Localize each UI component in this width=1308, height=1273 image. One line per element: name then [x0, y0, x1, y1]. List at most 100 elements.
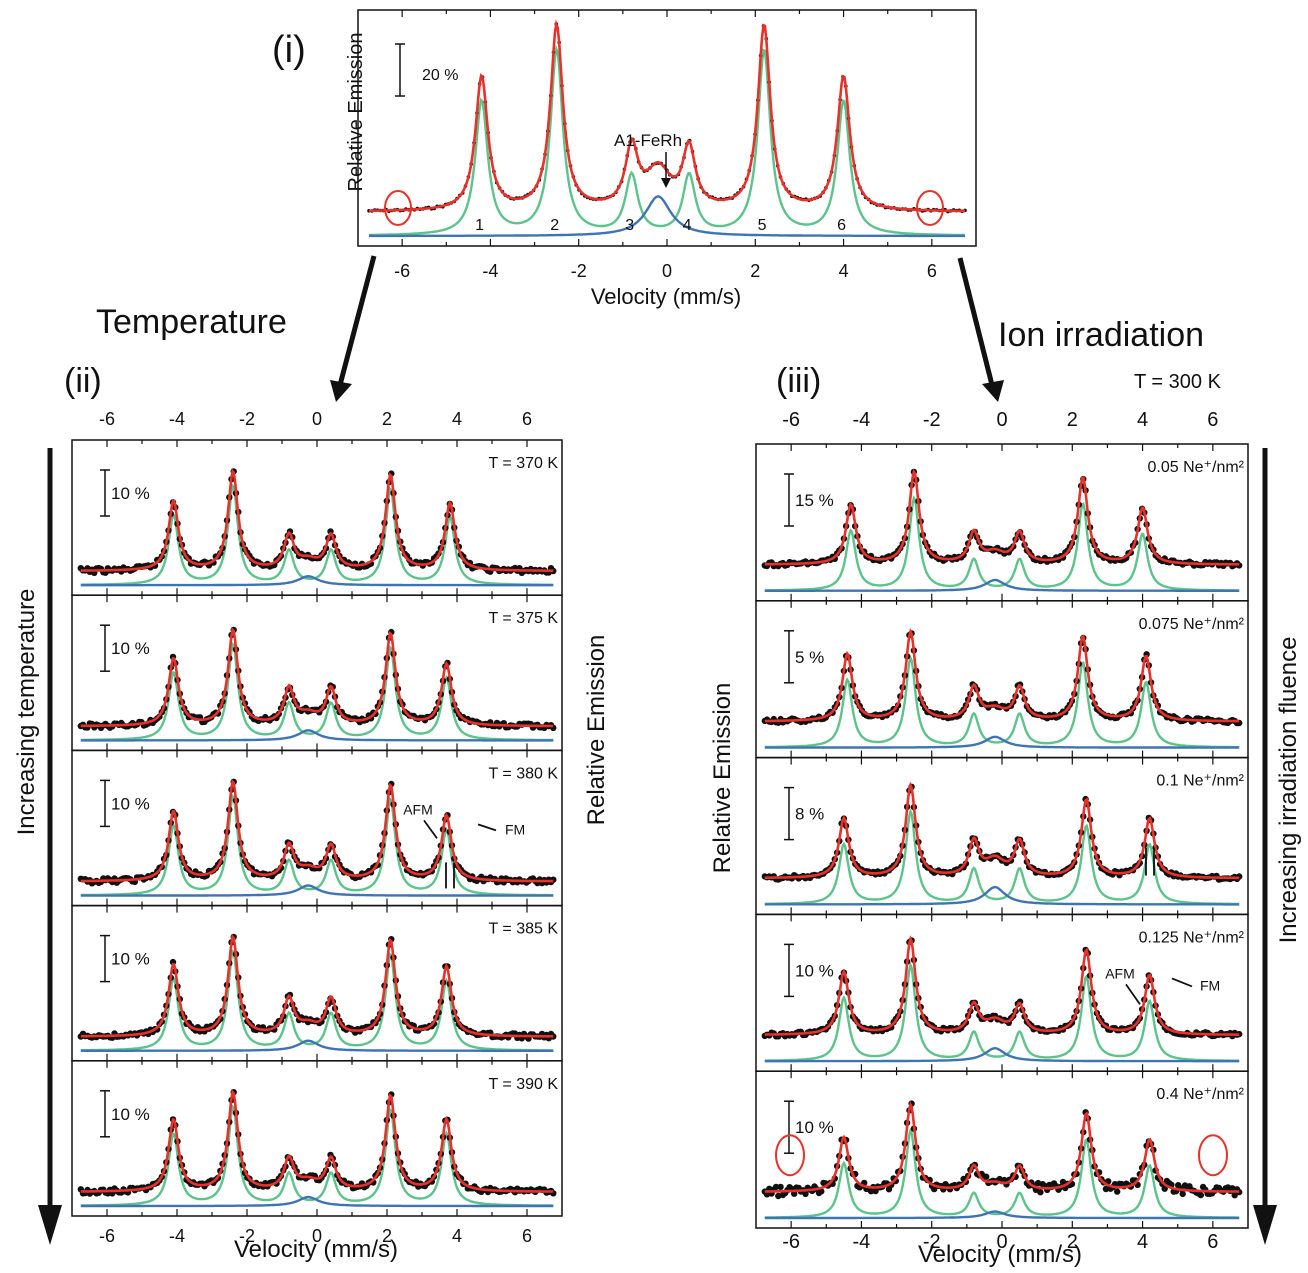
highlight-circle — [1198, 1134, 1228, 1177]
x-tick-label: -6 — [99, 1226, 115, 1246]
fit-line — [764, 628, 1240, 723]
fluence-subplot: 0.075 Ne⁺/nm² 5 % — [755, 600, 1249, 759]
fit-line — [80, 1089, 554, 1193]
x-tick-label: -4 — [169, 1226, 185, 1246]
panel-iii-label: (iii) — [776, 362, 821, 400]
x-tick-label: 4 — [1137, 1231, 1148, 1253]
x-tick-label: 6 — [522, 1226, 532, 1246]
x-tick-label: -6 — [782, 409, 800, 431]
temperature-label: T = 375 K — [488, 610, 558, 627]
highlight-circle — [775, 1134, 805, 1177]
panel-iii-ylabel: Relative Emission — [709, 683, 736, 874]
highlight-circle — [384, 190, 412, 226]
fit-line — [764, 468, 1240, 566]
x-tick-label: -2 — [923, 409, 941, 431]
x-tick-label: -6 — [782, 1231, 800, 1253]
afm-arrow — [1125, 983, 1141, 1005]
peak-number-label: 2 — [550, 217, 559, 234]
panel-ii-label: (ii) — [64, 362, 102, 400]
scale-bar-label: 5 % — [795, 648, 824, 667]
sextet-subspectrum-line — [764, 654, 1240, 749]
singlet-subspectrum-line — [80, 574, 554, 587]
singlet-subspectrum-line — [80, 1039, 554, 1052]
x-tick-label: -4 — [853, 1231, 871, 1253]
scale-bar-label: 10 % — [111, 1105, 150, 1124]
scale-bar-label: 10 % — [795, 1118, 834, 1137]
plot-frame — [357, 9, 977, 247]
panel-i-ylabel: Relative Emission — [345, 33, 367, 192]
peak-number-label: 3 — [625, 217, 634, 234]
fluence-label: 0.125 Ne⁺/nm² — [1139, 929, 1245, 946]
x-tick-label: 0 — [312, 1226, 322, 1246]
temperature-label: T = 390 K — [488, 1076, 558, 1093]
panel-iii-xlabel: Velocity (mm/s) — [918, 1241, 1082, 1268]
temperature-label: T = 385 K — [488, 921, 558, 938]
fit-line — [80, 468, 554, 572]
peak-number-label: 5 — [758, 217, 767, 234]
panel-i-label: (i) — [272, 29, 306, 71]
fluence-label: 0.05 Ne⁺/nm² — [1148, 459, 1245, 476]
panel-i-plot: -6 -4 -2 0 2 4 6 1 2 3 4 5 6 — [357, 9, 977, 281]
fit-line — [80, 779, 554, 883]
panel-ii-ylabel: Relative Emission — [583, 635, 610, 826]
scale-bar-label: 10 % — [111, 639, 150, 658]
fit-line — [369, 19, 966, 213]
panel-iii-plot: 0.05 Ne⁺/nm² 15 % 0.075 Ne⁺/nm² 5 % 0.1 Ne⁺/… — [755, 409, 1249, 1253]
annotation-arrow-head — [661, 178, 671, 188]
fm-arrow — [477, 823, 497, 832]
x-tick-label: 2 — [382, 1226, 392, 1246]
x-tick-label: -4 — [169, 409, 185, 429]
ion-irradiation-title: Ion irradiation — [998, 316, 1204, 354]
x-tick-label: 6 — [522, 409, 532, 429]
panel-i-xlabel: Velocity (mm/s) — [591, 284, 741, 309]
temperature-subplot: T = 375 K 10 % — [71, 594, 563, 752]
fluence-side-arrow-head — [1253, 1205, 1277, 1245]
sextet-subspectrum-line — [80, 483, 554, 586]
panel-i-scalebar-label: 20 % — [422, 67, 458, 84]
fluence-side-label: Increasing irradiation fluence — [1275, 637, 1302, 944]
fit-line — [764, 935, 1240, 1036]
fluence-label: 0.1 Ne⁺/nm² — [1156, 773, 1244, 790]
x-tick-label: -2 — [239, 1226, 255, 1246]
x-tick-label: -4 — [853, 409, 871, 431]
x-tick-label: 4 — [839, 261, 849, 281]
data-point — [1231, 1192, 1238, 1199]
data-point — [1161, 1185, 1168, 1192]
x-tick-label: 0 — [662, 261, 672, 281]
fm-label: FM — [1200, 977, 1220, 993]
data-point — [772, 1183, 780, 1191]
x-tick-label: 6 — [1207, 409, 1218, 431]
ion-arrow-head — [982, 380, 1004, 402]
fluence-subplot: 0.05 Ne⁺/nm² 15 % — [755, 443, 1249, 602]
peak-number-label: 1 — [475, 217, 484, 234]
x-tick-label: -6 — [394, 261, 410, 281]
scale-bar-label: 10 % — [111, 950, 150, 969]
fit-line — [764, 781, 1240, 880]
fluence-label: 0.4 Ne⁺/nm² — [1156, 1086, 1244, 1103]
fluence-subplot: 0.4 Ne⁺/nm² 10 % — [755, 1070, 1249, 1229]
temperature-arrow — [337, 255, 377, 386]
singlet-subspectrum-line — [764, 1046, 1240, 1063]
temperature-subplot: T = 385 K 10 % — [71, 904, 563, 1062]
peak-number-label: 4 — [683, 217, 692, 234]
ion-arrow — [957, 257, 995, 386]
singlet-subspectrum-line — [764, 885, 1240, 906]
fit-line — [80, 627, 554, 728]
x-tick-label: 0 — [996, 1231, 1007, 1253]
fluence-subplot: 0.125 Ne⁺/nm² 10 % AFM FM — [755, 913, 1249, 1072]
x-tick-label: 4 — [452, 409, 462, 429]
data-point — [802, 1190, 809, 1198]
sextet-subspectrum-line — [764, 808, 1240, 906]
temperature-title: Temperature — [96, 303, 287, 341]
fit-line — [80, 934, 554, 1038]
afm-label: AFM — [1105, 965, 1135, 981]
x-tick-label: 2 — [1067, 1231, 1078, 1253]
x-tick-label: 6 — [927, 261, 937, 281]
x-tick-label: 6 — [1207, 1231, 1218, 1253]
scale-bar-label: 15 % — [795, 491, 834, 510]
data-point — [1179, 1190, 1186, 1198]
scale-bar-label: 10 % — [795, 961, 834, 980]
temperature-side-arrow-head — [38, 1205, 62, 1245]
data-point — [1197, 1191, 1205, 1199]
